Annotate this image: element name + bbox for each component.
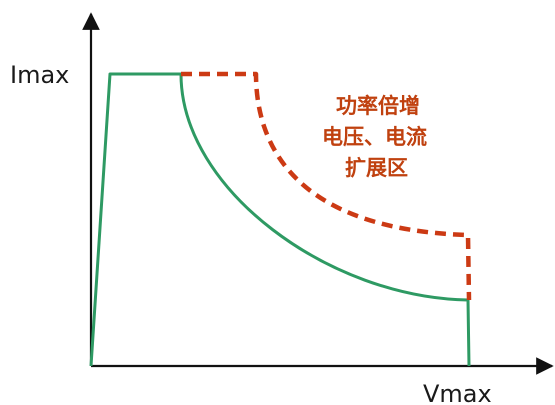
region-label-line-1: 功率倍增 bbox=[336, 94, 420, 118]
extended-envelope-curve bbox=[181, 71, 472, 301]
standard-envelope-curve bbox=[89, 72, 471, 367]
region-label-line-3: 扩展区 bbox=[345, 156, 408, 180]
region-label-line-2: 电压、电流 bbox=[322, 125, 427, 149]
y-axis-label: Imax bbox=[10, 61, 69, 89]
x-axis-label: Vmax bbox=[423, 380, 492, 405]
